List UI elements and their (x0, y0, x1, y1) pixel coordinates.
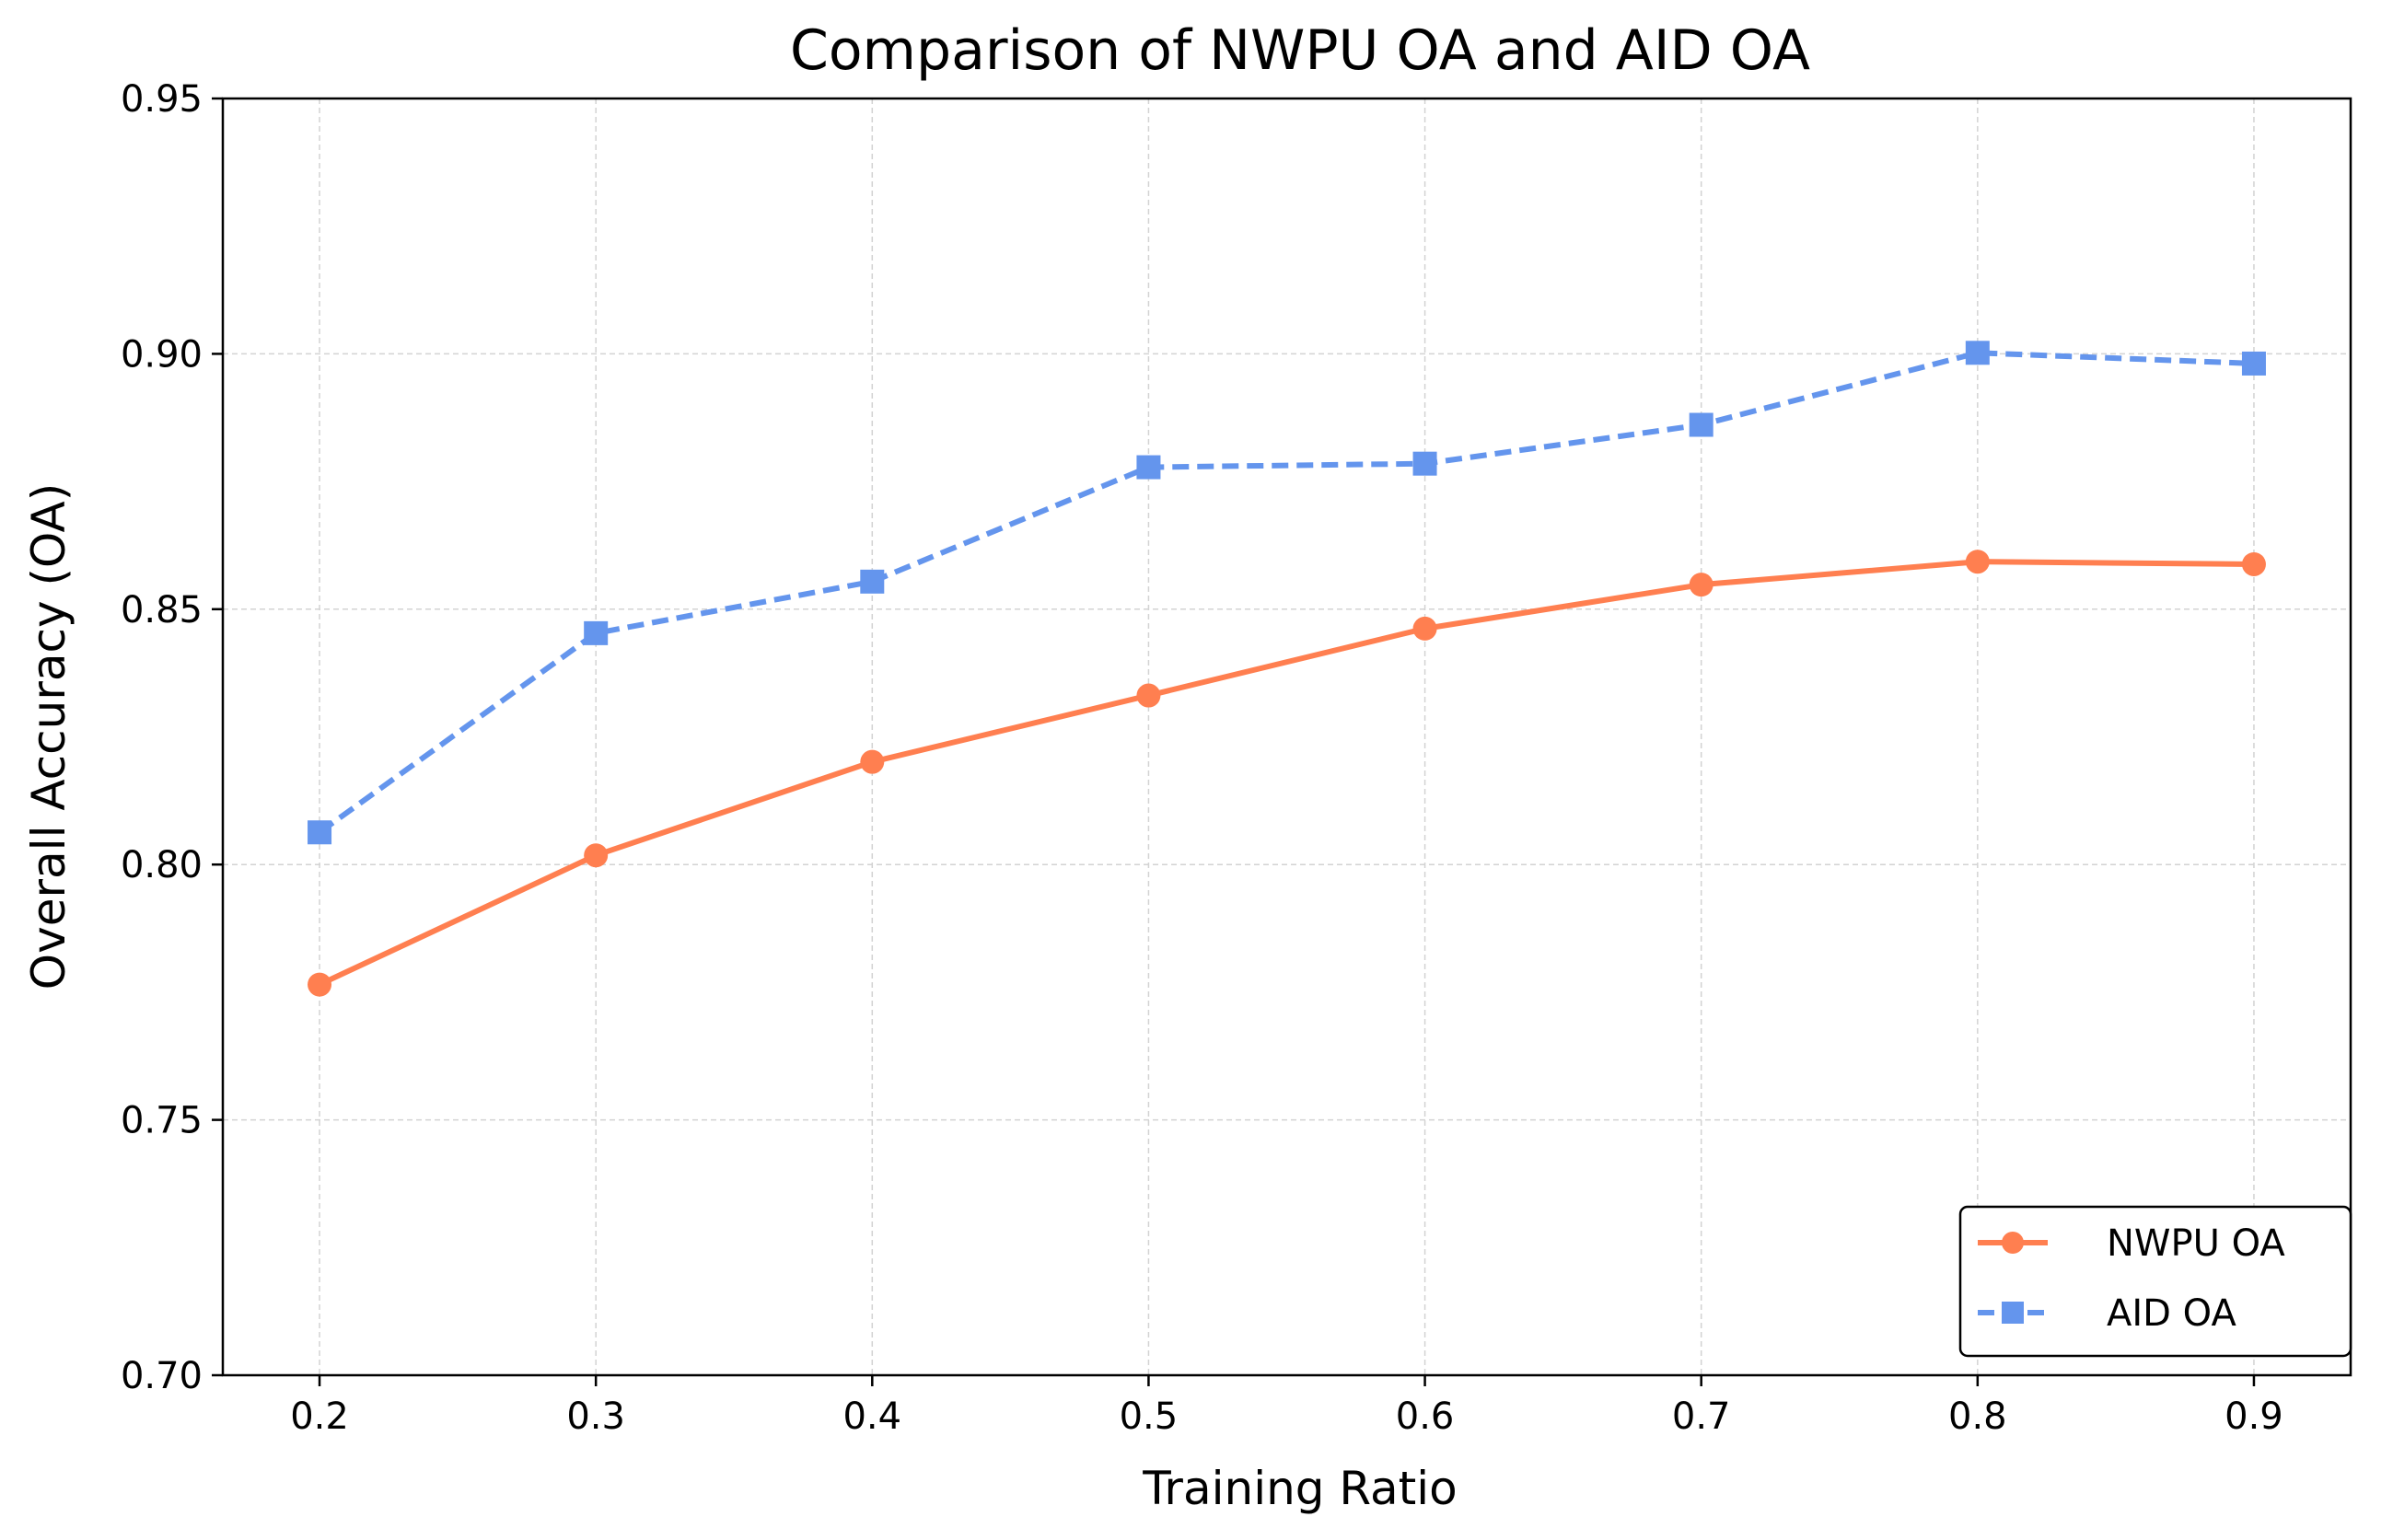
data-point-nwpu-oa (1136, 683, 1161, 708)
x-tick-label: 0.2 (290, 1395, 349, 1438)
data-point-nwpu-oa (1689, 573, 1713, 597)
legend-box (1958, 1205, 2352, 1358)
x-tick-label: 0.8 (1948, 1395, 2007, 1438)
data-point-nwpu-oa (308, 972, 332, 997)
data-point-nwpu-oa (2241, 551, 2266, 576)
data-point-nwpu-oa (1412, 616, 1437, 641)
x-tick-label: 0.7 (1672, 1395, 1731, 1438)
data-point-aid-oa (860, 569, 885, 594)
legend-label-nwpu: NWPU OA (2107, 1222, 2285, 1265)
data-point-nwpu-oa (860, 749, 885, 774)
data-point-aid-oa (2241, 351, 2266, 376)
y-tick-label: 0.70 (121, 1355, 203, 1397)
y-tick-label: 0.80 (121, 844, 203, 886)
x-tick-label: 0.4 (842, 1395, 901, 1438)
plot-area-frame (221, 97, 2352, 1377)
legend-label-aid: AID OA (2107, 1292, 2236, 1335)
legend-marker-aid (2002, 1302, 2024, 1324)
y-tick-label: 0.75 (121, 1100, 203, 1142)
data-point-aid-oa (1136, 455, 1161, 480)
x-tick-label: 0.3 (566, 1395, 625, 1438)
data-point-aid-oa (584, 620, 609, 645)
data-point-nwpu-oa (584, 843, 609, 868)
legend: NWPU OA AID OA (1958, 1205, 2352, 1358)
legend-marker-nwpu (2002, 1232, 2024, 1254)
series-layer (308, 341, 2266, 997)
data-point-nwpu-oa (1965, 550, 1990, 574)
data-point-aid-oa (1965, 341, 1990, 365)
series-line-aid-oa (318, 350, 2255, 835)
x-tick-label: 0.9 (2225, 1395, 2283, 1438)
y-tick-label: 0.90 (121, 333, 203, 376)
y-axis-title: Overall Accuracy (OA) (22, 483, 76, 990)
chart-title: Comparison of NWPU OA and AID OA (790, 18, 1810, 83)
data-point-aid-oa (1689, 412, 1713, 437)
x-tick-label: 0.6 (1396, 1395, 1455, 1438)
data-point-aid-oa (1412, 451, 1437, 476)
x-axis-title: Training Ratio (1142, 1462, 1458, 1515)
y-tick-label: 0.85 (121, 589, 203, 631)
y-tick-label: 0.95 (121, 78, 203, 121)
series-line-nwpu-oa (318, 559, 2254, 988)
tick-layer: 0.2 0.3 0.4 0.5 0.6 0.7 0.8 0.9 0.70 0.75 0.80 0.85… (121, 78, 2283, 1438)
data-point-aid-oa (308, 820, 332, 845)
x-tick-label: 0.5 (1120, 1395, 1179, 1438)
